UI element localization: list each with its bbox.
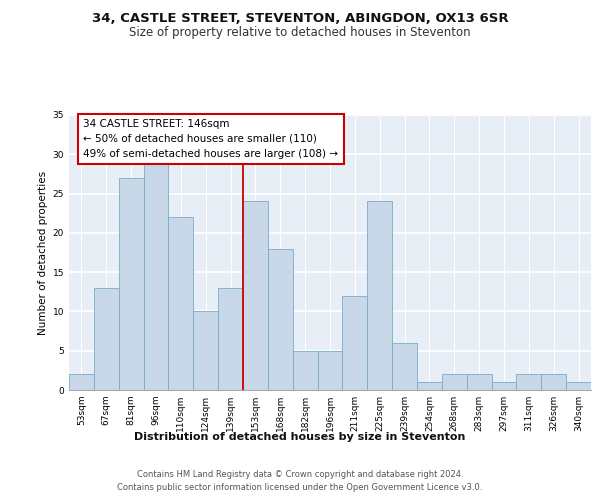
Text: 34 CASTLE STREET: 146sqm
← 50% of detached houses are smaller (110)
49% of semi-: 34 CASTLE STREET: 146sqm ← 50% of detach… [83,119,338,158]
Bar [566,382,591,390]
Bar [119,178,143,390]
Bar [442,374,467,390]
Bar [193,312,218,390]
Bar [491,382,517,390]
Bar [517,374,541,390]
Bar [392,343,417,390]
Bar [293,350,317,390]
Bar [69,374,94,390]
Bar [243,202,268,390]
Bar [218,288,243,390]
Text: Distribution of detached houses by size in Steventon: Distribution of detached houses by size … [134,432,466,442]
Bar [169,217,193,390]
Bar [367,202,392,390]
Bar [343,296,367,390]
Bar [143,162,169,390]
Text: 34, CASTLE STREET, STEVENTON, ABINGDON, OX13 6SR: 34, CASTLE STREET, STEVENTON, ABINGDON, … [92,12,508,26]
Text: Contains HM Land Registry data © Crown copyright and database right 2024.
Contai: Contains HM Land Registry data © Crown c… [118,470,482,492]
Text: Size of property relative to detached houses in Steventon: Size of property relative to detached ho… [129,26,471,39]
Bar [317,350,343,390]
Bar [541,374,566,390]
Bar [467,374,491,390]
Bar [94,288,119,390]
Y-axis label: Number of detached properties: Number of detached properties [38,170,49,334]
Bar [417,382,442,390]
Bar [268,248,293,390]
